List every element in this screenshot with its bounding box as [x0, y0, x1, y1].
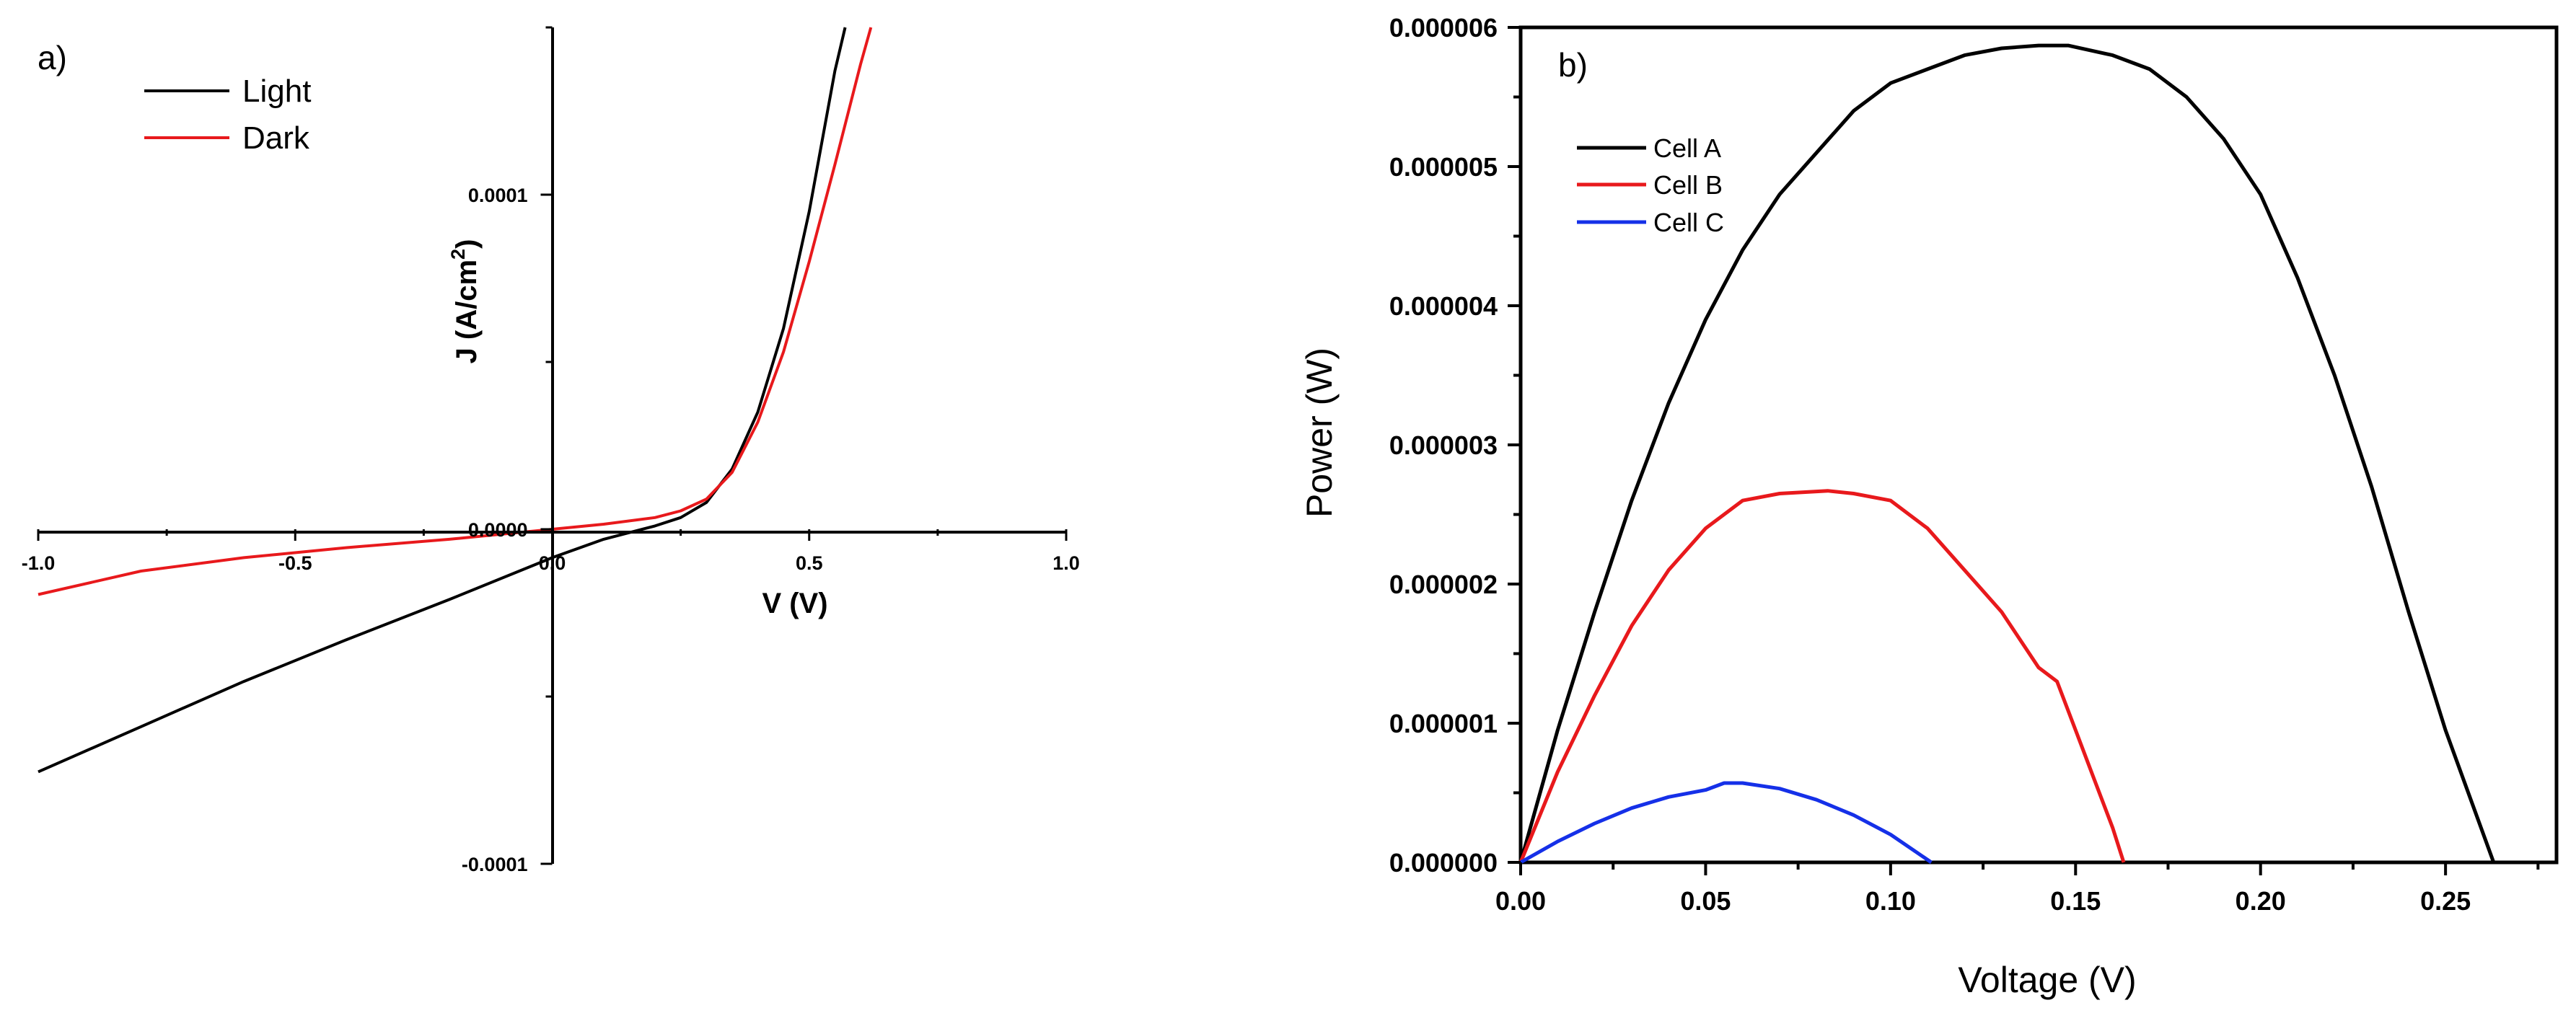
panel-b-y-axis-title: Power (W) [1299, 348, 1340, 518]
panel-b-y-tick-label: 0.000001 [1389, 709, 1498, 738]
series-line-cell-c [1519, 781, 1933, 865]
panel-a-x-axis-title: V (V) [762, 588, 827, 619]
series-line-cell-b [1518, 489, 2126, 863]
panel-b-y-tick-label: 0.000004 [1389, 291, 1498, 321]
panel-a-y-tick-label: 0.0001 [468, 185, 528, 206]
panel-b-y-tick-label: 0.000006 [1389, 13, 1498, 43]
series-line-cell-a [1518, 43, 2496, 863]
panel-a-series-group [38, 27, 873, 774]
panel-a-x-tick-label: 0.5 [796, 552, 823, 574]
panel-a-y-axis-title: J (A/cm2) [447, 239, 483, 364]
legend-label-light: Light [242, 74, 311, 109]
panel-a-x-tick-label: 0.0 [539, 552, 566, 574]
panel-b-x-tick-label: 0.10 [1865, 886, 1916, 916]
panel-b-x-ticks: 0.00 0.05 0.10 0.15 0.20 0.25 [1495, 862, 2540, 916]
series-line-light [38, 27, 847, 774]
panel-a-label: a) [38, 39, 67, 76]
panel-a-x-tick-label: -1.0 [22, 552, 56, 574]
panel-a-x-tick-label: -0.5 [278, 552, 312, 574]
panel-b-y-tick-label: 0.000000 [1389, 848, 1498, 878]
panel-a-y-axis-title-main: J (A/cm [451, 260, 483, 364]
panel-a-x-tick-label: 1.0 [1052, 552, 1080, 574]
series-line-dark [38, 27, 873, 596]
panel-a-legend: Light Dark [144, 74, 311, 156]
panel-b-label: b) [1558, 46, 1588, 84]
panel-b-series-group [1518, 43, 2496, 865]
panel-a-chart: a) -1.0 -0.5 0.0 0.5 1.0 0.0001 0.0000 -0.0001… [22, 26, 1080, 875]
panel-b-y-tick-label: 0.000002 [1389, 570, 1498, 599]
panel-b-x-tick-label: 0.25 [2420, 886, 2471, 916]
panel-b-x-axis-title: Voltage (V) [1958, 960, 2136, 1000]
panel-b-x-tick-label: 0.00 [1495, 886, 1546, 916]
panel-b-x-tick-label: 0.20 [2236, 886, 2286, 916]
legend-label-cell-c: Cell C [1653, 208, 1724, 237]
panel-a-y-axis-title-sup: 2 [447, 249, 469, 260]
panel-b-y-ticks: 0.000000 0.000001 0.000002 0.000003 0.000004… [1389, 13, 1521, 878]
legend-label-cell-a: Cell A [1653, 133, 1721, 163]
panel-a-y-ticks: 0.0001 0.0000 -0.0001 [462, 26, 553, 875]
panel-b-x-tick-label: 0.15 [2050, 886, 2101, 916]
legend-label-dark: Dark [242, 120, 310, 156]
panel-b-y-tick-label: 0.000005 [1389, 152, 1498, 182]
panel-b-legend: Cell A Cell B Cell C [1577, 133, 1724, 237]
panel-a-y-axis-title-close: ) [451, 239, 483, 249]
panel-b-y-tick-label: 0.000003 [1389, 430, 1498, 460]
panel-a-x-ticks: -1.0 -0.5 0.0 0.5 1.0 [22, 529, 1080, 574]
panel-b-x-tick-label: 0.05 [1680, 886, 1731, 916]
panel-a-y-tick-label: -0.0001 [462, 854, 528, 875]
legend-label-cell-b: Cell B [1653, 170, 1723, 200]
panel-b-chart: b) 0.00 0.05 0.10 0.15 0.20 0.25 0.0000000.00… [1299, 13, 2559, 1000]
panel-a-y-tick-label: 0.0000 [468, 519, 528, 541]
